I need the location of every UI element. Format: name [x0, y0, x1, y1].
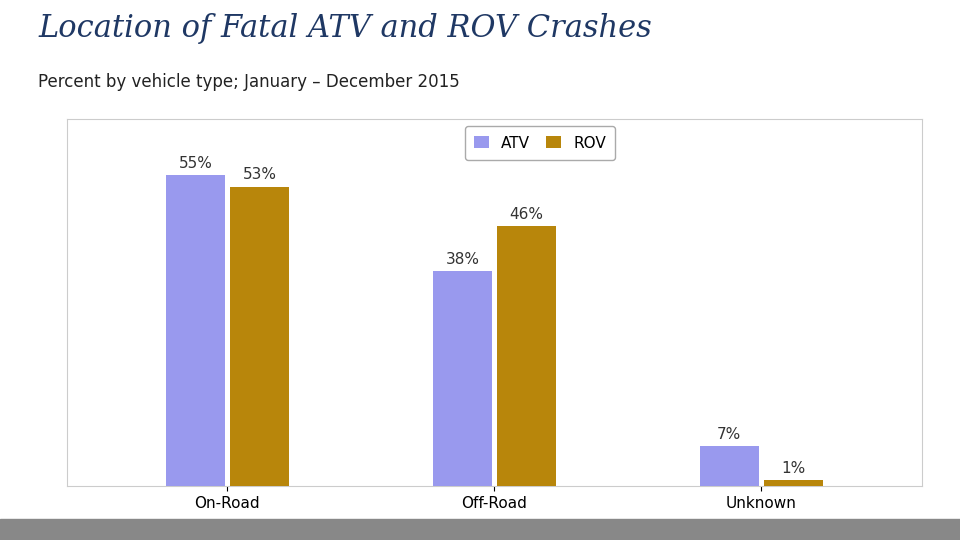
Text: Percent by vehicle type; January – December 2015: Percent by vehicle type; January – Decem…: [38, 73, 460, 91]
Legend: ATV, ROV: ATV, ROV: [465, 126, 615, 160]
Text: 46%: 46%: [510, 207, 543, 221]
Bar: [497, 226, 556, 486]
Bar: [166, 176, 225, 486]
Text: Location of Fatal ATV and ROV Crashes: Location of Fatal ATV and ROV Crashes: [38, 14, 652, 44]
Bar: [230, 187, 289, 486]
Bar: [700, 447, 758, 486]
Text: 53%: 53%: [243, 167, 276, 182]
Text: 1%: 1%: [781, 461, 805, 476]
Text: 7%: 7%: [717, 427, 741, 442]
Bar: [764, 481, 823, 486]
Text: 38%: 38%: [445, 252, 479, 267]
Text: 55%: 55%: [179, 156, 212, 171]
Bar: [433, 271, 492, 486]
